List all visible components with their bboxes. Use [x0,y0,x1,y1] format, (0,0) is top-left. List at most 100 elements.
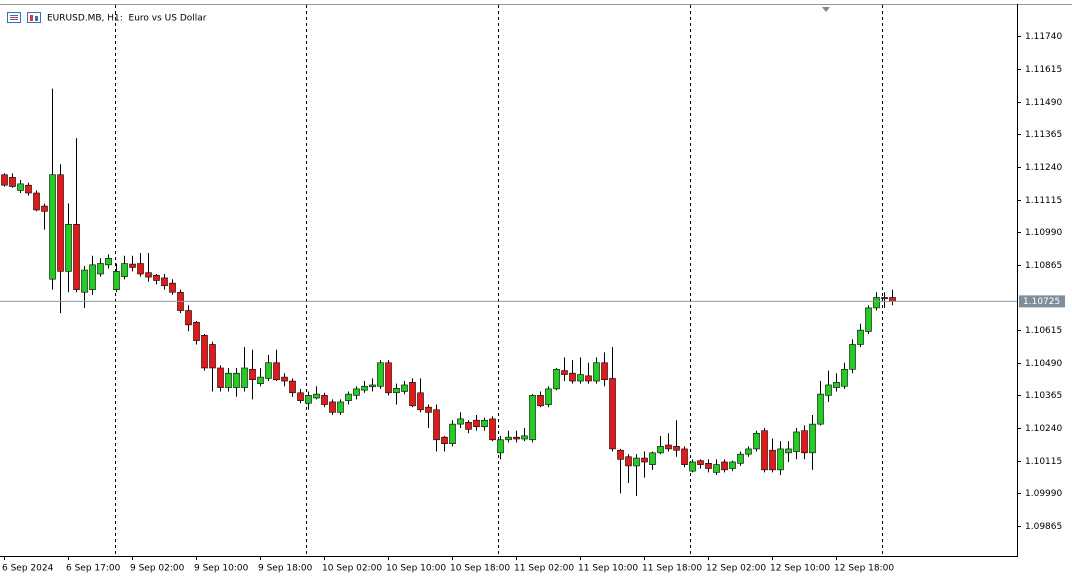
y-tick-label: 1.11365 [1025,130,1062,140]
candle-body [665,444,672,450]
candle-body [417,392,424,411]
candle-body [449,423,456,445]
y-tick-label: 1.10990 [1025,228,1062,238]
candle-body [353,388,360,396]
candle-body [257,376,264,384]
candle-body [169,282,176,293]
candle-body [529,395,536,441]
candle-body [249,368,256,381]
x-tick-label: 11 Sep 18:00 [642,564,702,574]
candle-body [121,263,128,277]
candle-body [457,418,464,425]
candle-body [737,453,744,464]
y-tick-label: 1.10115 [1025,457,1062,467]
candle-body [153,274,160,281]
candle-body [281,376,288,382]
x-tick-label: 12 Sep 10:00 [770,564,830,574]
candle-body [857,329,864,345]
x-tick-label: 10 Sep 10:00 [386,564,446,574]
candle-body [865,307,872,332]
candle-body [113,271,120,290]
candle-body [889,297,896,302]
y-tick-label: 1.10865 [1025,261,1062,271]
candle-body [33,192,40,211]
price-label-box [1019,295,1065,308]
y-tick-label: 1.11615 [1025,65,1062,75]
chart-title: EURUSD.MB, H1: Euro vs US Dollar [47,14,207,24]
candle-body [761,430,768,471]
chart-icon-bar [35,16,38,21]
candle-body [825,384,832,396]
candle-body [217,367,224,388]
candle-body [185,310,192,326]
candle-body [377,362,384,387]
candle-body [201,335,208,369]
candle-body [361,385,368,391]
x-tick-label: 12 Sep 02:00 [706,564,766,574]
candle-body [393,388,400,394]
candle-body [673,446,680,451]
y-tick-label: 1.11490 [1025,98,1062,108]
candle-body [473,419,480,428]
candle-body [369,384,376,388]
period-separators [115,5,883,556]
candle-body [497,439,504,454]
candle-body [537,395,544,407]
candle-body [425,406,432,413]
candle-body [57,174,64,272]
candle-body [9,177,16,187]
candle-body [41,205,48,212]
candle-body [313,393,320,399]
candle-body [345,393,352,401]
candle-body [713,464,720,473]
candle-body [801,430,808,454]
candle-body [233,372,240,388]
candle-body [753,432,760,450]
candle-body [401,384,408,392]
candle-body [617,449,624,460]
y-tick-label: 1.11740 [1025,32,1062,42]
candle-body [89,264,96,290]
candle-body [481,419,488,428]
candle-body [265,362,272,379]
candle-body [505,436,512,441]
candle-body [745,448,752,455]
x-tick-label: 6 Sep 2024 [2,564,54,574]
candle-body [817,393,824,425]
candle-body [689,461,696,472]
candle-body [769,449,776,471]
chart-icon-bar [30,15,33,21]
x-tick-label: 9 Sep 02:00 [130,564,185,574]
candle-body [809,423,816,454]
y-tick-label: 1.11115 [1025,196,1062,206]
candle-body [241,367,248,388]
candle-body [569,372,576,382]
candle-body [577,374,584,382]
candle-body [649,452,656,465]
candle-body [17,183,24,191]
x-tick-label: 10 Sep 18:00 [450,564,510,574]
candle-body [289,380,296,394]
x-tick-label: 6 Sep 17:00 [66,564,121,574]
candle-body [681,448,688,465]
candle-body [585,375,592,382]
candle-body [593,362,600,382]
y-tick-label: 1.09990 [1025,489,1062,499]
candle-body [777,448,784,471]
candle-body [489,418,496,441]
candle-body [545,388,552,405]
candle-body [881,297,888,300]
chart-icon[interactable] [27,12,41,23]
candle-body [513,436,520,440]
x-tick-label: 10 Sep 02:00 [322,564,382,574]
candle-body [329,401,336,413]
y-tick-label: 1.10365 [1025,391,1062,401]
candle-body [129,263,136,268]
candle-body [641,457,648,463]
y-tick-label: 1.10490 [1025,359,1062,369]
candle-body [193,321,200,341]
candle-body [161,277,168,287]
candle-body [105,258,112,266]
